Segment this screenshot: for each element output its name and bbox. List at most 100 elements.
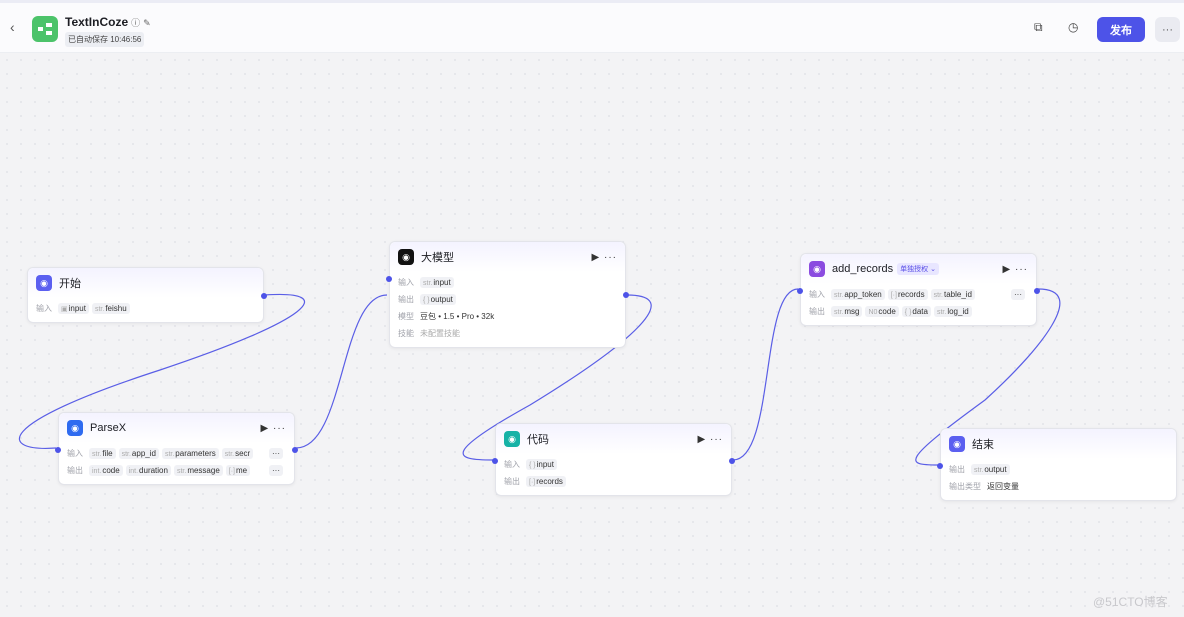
more-params-icon[interactable]: ··· <box>269 448 283 459</box>
input-port[interactable] <box>386 276 392 282</box>
node-title: 代码 <box>527 434 549 446</box>
node-title: 大模型 <box>421 252 454 264</box>
app-title: TextInCoze ⓘ ✎ <box>65 15 151 29</box>
node-row: 技能 未配置技能 <box>390 325 625 342</box>
parsex-icon: ◉ <box>67 420 83 436</box>
variable-tag: str.log_id <box>933 306 972 317</box>
node-row: 输入 str.app_token [·]records str.table_id ··· <box>801 286 1036 303</box>
row-value: 豆包 • 1.5 • Pro • 32k <box>420 312 495 321</box>
row-label: 输入 <box>36 304 52 313</box>
row-label: 输入 <box>504 460 520 469</box>
app-logo <box>32 16 58 42</box>
row-label: 技能 <box>398 329 414 338</box>
variable-tag: str.file <box>89 448 116 459</box>
node-llm[interactable]: ◉ 大模型 ▶ ··· 输入 str.input 输出 { }output 模型 豆包 • 1.… <box>386 241 629 348</box>
node-row: 模型 豆包 • 1.5 • Pro • 32k <box>390 308 625 325</box>
variable-tag: str.secr <box>221 448 254 459</box>
input-port[interactable] <box>492 458 498 464</box>
row-label: 输出 <box>67 466 83 475</box>
table-icon: ◉ <box>809 261 825 277</box>
input-port[interactable] <box>937 463 943 469</box>
node-more-icon[interactable]: ··· <box>1015 263 1028 275</box>
node-row: 输出 int.code int.duration str.message [·]me ··… <box>59 462 294 479</box>
variable-tag: str.message <box>173 465 223 476</box>
top-bar: ‹ TextInCoze ⓘ ✎ 已自动保存 10:46:56 ⧉ ◷ 发布 ··· <box>0 0 1184 53</box>
back-icon[interactable]: ‹ <box>10 19 15 35</box>
variable-tag: str.input <box>420 277 454 288</box>
node-title: 开始 <box>59 278 81 290</box>
start-icon: ◉ <box>36 275 52 291</box>
node-row: 输出 str.output <box>941 461 1176 478</box>
node-parsex[interactable]: ◉ ParseX ▶ ··· 输入 str.file str.app_id str.para… <box>55 412 298 485</box>
variable-tag: str.app_token <box>831 289 885 300</box>
variable-tag: int.duration <box>125 465 171 476</box>
run-icon[interactable]: ▶ <box>697 433 707 445</box>
auth-badge[interactable]: 单独授权 ⌄ <box>897 263 939 275</box>
variable-tag: N0code <box>865 306 899 317</box>
node-row: 输入 str.file str.app_id str.parameters str.se… <box>59 445 294 462</box>
row-label: 输出 <box>809 307 825 316</box>
row-value: 返回变量 <box>987 482 1019 491</box>
node-title: add_records <box>832 263 894 275</box>
node-more-icon[interactable]: ··· <box>604 251 617 263</box>
variable-tag: str.feishu <box>91 303 130 314</box>
row-label: 输出 <box>398 295 414 304</box>
variable-tag: [·]me <box>225 465 251 476</box>
row-value: 未配置技能 <box>420 329 460 338</box>
copy-icon[interactable]: ⧉ <box>1034 20 1043 34</box>
node-row: 输出类型 返回变量 <box>941 478 1176 495</box>
more-params-icon[interactable]: ··· <box>1011 289 1025 300</box>
variable-tag: str.parameters <box>161 448 219 459</box>
llm-icon: ◉ <box>398 249 414 265</box>
row-label: 模型 <box>398 312 414 321</box>
variable-tag: [·]records <box>526 476 566 487</box>
node-end[interactable]: ◉ 结束输出 str.output 输出类型 返回变量 <box>937 428 1177 501</box>
run-icon[interactable]: ▶ <box>591 251 601 263</box>
row-label: 输入 <box>398 278 414 287</box>
node-more-icon[interactable]: ··· <box>273 422 286 434</box>
variable-tag: int.code <box>89 465 123 476</box>
node-code[interactable]: ◉ 代码 ▶ ··· 输入 { }input 输出 [·]records <box>492 423 735 496</box>
autosave-status: 已自动保存 10:46:56 <box>65 32 145 47</box>
more-button[interactable]: ··· <box>1155 17 1180 42</box>
more-params-icon[interactable]: ··· <box>269 465 283 476</box>
output-port[interactable] <box>729 458 735 464</box>
input-port[interactable] <box>55 447 61 453</box>
variable-tag: str.msg <box>831 306 863 317</box>
output-port[interactable] <box>623 292 629 298</box>
variable-tag: str.table_id <box>930 289 976 300</box>
variable-tag: [·]records <box>887 289 928 300</box>
output-port[interactable] <box>261 293 267 299</box>
publish-button[interactable]: 发布 <box>1097 17 1145 42</box>
node-row: 输出 { }output <box>390 291 625 308</box>
variable-tag: str.output <box>971 464 1010 475</box>
variable-tag: { }output <box>420 294 456 305</box>
end-icon: ◉ <box>949 436 965 452</box>
node-title: 结束 <box>972 439 994 451</box>
output-port[interactable] <box>1034 288 1040 294</box>
input-port[interactable] <box>797 288 803 294</box>
variable-tag: ▣input <box>58 303 89 314</box>
output-port[interactable] <box>292 447 298 453</box>
node-add_records[interactable]: ◉ add_records 单独授权 ⌄ ▶ ··· 输入 str.app_token [·… <box>797 253 1040 326</box>
run-icon[interactable]: ▶ <box>1002 263 1012 275</box>
row-label: 输入 <box>809 290 825 299</box>
row-label: 输入 <box>67 449 83 458</box>
variable-tag: { }input <box>526 459 557 470</box>
node-start[interactable]: ◉ 开始输入 ▣input str.feishu <box>27 267 267 323</box>
history-icon[interactable]: ◷ <box>1068 20 1079 34</box>
run-icon[interactable]: ▶ <box>260 422 270 434</box>
node-row: 输入 { }input <box>496 456 731 473</box>
node-more-icon[interactable]: ··· <box>710 433 723 445</box>
node-row: 输入 str.input <box>390 274 625 291</box>
edit-icon[interactable]: ✎ <box>143 18 151 28</box>
watermark: @51CTO博客 <box>1093 595 1168 609</box>
code-icon: ◉ <box>504 431 520 447</box>
row-label: 输出 <box>949 465 965 474</box>
info-icon[interactable]: ⓘ <box>131 18 141 28</box>
node-row: 输入 ▣input str.feishu <box>28 300 263 317</box>
variable-tag: { }data <box>901 306 931 317</box>
node-row: 输出 [·]records <box>496 473 731 490</box>
row-label: 输出 <box>504 477 520 486</box>
node-title: ParseX <box>90 422 127 434</box>
